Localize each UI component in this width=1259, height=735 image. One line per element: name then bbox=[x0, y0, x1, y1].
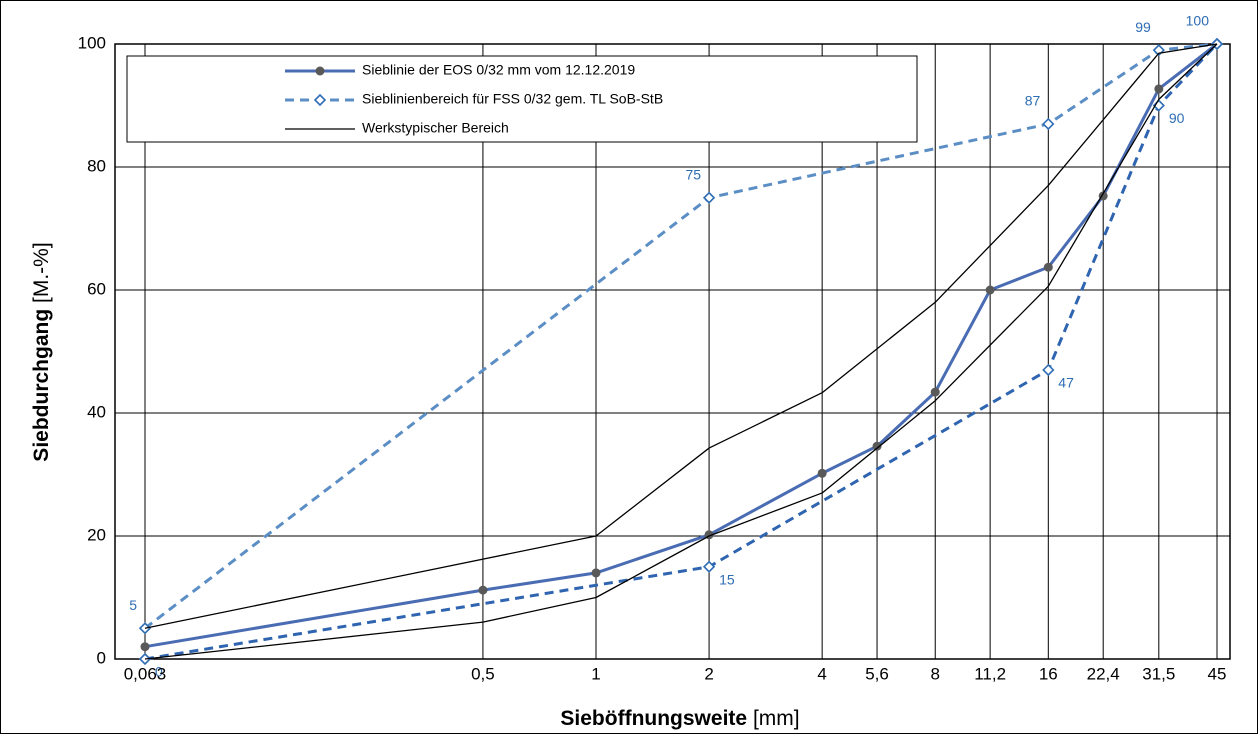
data-label: 90 bbox=[1169, 110, 1185, 126]
x-tick-label: 11,2 bbox=[974, 664, 1006, 683]
y-tick-label: 20 bbox=[87, 525, 106, 544]
data-label: 75 bbox=[686, 166, 702, 182]
legend-box bbox=[126, 55, 918, 143]
x-tick-label: 16 bbox=[1039, 664, 1058, 683]
y-tick-label: 60 bbox=[87, 279, 106, 298]
data-label: 99 bbox=[1135, 19, 1151, 35]
data-point bbox=[702, 191, 716, 204]
x-tick-label: 8 bbox=[930, 664, 939, 683]
data-point bbox=[1042, 363, 1055, 377]
data-label: 0 bbox=[155, 664, 163, 680]
y-tick-label: 80 bbox=[87, 156, 106, 175]
data-point bbox=[872, 441, 882, 451]
x-tick-label: 4 bbox=[817, 664, 826, 683]
x-tick-label: 45 bbox=[1208, 664, 1227, 683]
x-tick-label: 0,063 bbox=[124, 664, 167, 683]
x-axis-label-unit: [mm] bbox=[753, 707, 800, 730]
x-tick-label: 0,5 bbox=[471, 664, 495, 683]
data-label: 15 bbox=[719, 571, 735, 587]
data-point bbox=[930, 387, 940, 397]
data-label: 100 bbox=[1186, 13, 1210, 29]
series: 0 15 47 90 bbox=[138, 37, 1224, 680]
series bbox=[144, 43, 1218, 629]
y-tick-label: 0 bbox=[97, 648, 106, 667]
y-tick-label: 40 bbox=[87, 402, 106, 421]
legend-marker bbox=[315, 66, 325, 76]
legend-item: Sieblinie der EOS 0/32 mm vom 12.12.2019 bbox=[285, 62, 635, 78]
series bbox=[144, 43, 1218, 660]
x-tick-label: 31,5 bbox=[1142, 664, 1175, 683]
data-point bbox=[1154, 84, 1164, 94]
x-axis-label: Sieböffnungsweite [mm] bbox=[560, 707, 799, 730]
x-tick-label: 22,4 bbox=[1087, 664, 1120, 683]
data-point bbox=[478, 585, 488, 595]
y-axis-label: Siebdurchgang [M.-%] bbox=[30, 242, 53, 461]
plot-border bbox=[114, 43, 1231, 660]
y-axis-label-unit: [M.-%] bbox=[30, 242, 53, 303]
data-point bbox=[817, 468, 827, 478]
x-tick-label: 2 bbox=[704, 664, 713, 683]
series-group: 5 75 87 99 100 0 15 47 90 bbox=[129, 13, 1224, 680]
series-line bbox=[144, 43, 1218, 660]
legend: Sieblinie der EOS 0/32 mm vom 12.12.2019… bbox=[126, 55, 918, 143]
series-line bbox=[144, 43, 1218, 629]
x-axis-label-main: Sieböffnungsweite bbox=[560, 707, 747, 730]
legend-label: Sieblinie der EOS 0/32 mm vom 12.12.2019 bbox=[362, 62, 635, 78]
legend-item: Werkstypischer Bereich bbox=[285, 120, 509, 136]
data-point bbox=[985, 285, 995, 295]
legend-marker bbox=[313, 93, 327, 107]
data-label: 47 bbox=[1058, 375, 1074, 391]
data-point bbox=[591, 568, 601, 578]
data-label: 5 bbox=[129, 597, 137, 613]
legend-item: Sieblinienbereich für FSS 0/32 gem. TL S… bbox=[285, 91, 663, 107]
data-point bbox=[1043, 262, 1053, 272]
x-tick-label: 5,6 bbox=[865, 664, 889, 683]
data-label: 87 bbox=[1025, 93, 1041, 109]
legend-label: Werkstypischer Bereich bbox=[362, 120, 509, 136]
data-point bbox=[140, 642, 150, 652]
data-point bbox=[1042, 117, 1055, 131]
y-axis-label-main: Siebdurchgang bbox=[30, 309, 53, 462]
legend-label: Sieblinienbereich für FSS 0/32 gem. TL S… bbox=[362, 91, 663, 107]
x-tick-label: 1 bbox=[591, 664, 600, 683]
y-tick-label: 100 bbox=[78, 33, 106, 52]
data-point bbox=[702, 560, 716, 573]
